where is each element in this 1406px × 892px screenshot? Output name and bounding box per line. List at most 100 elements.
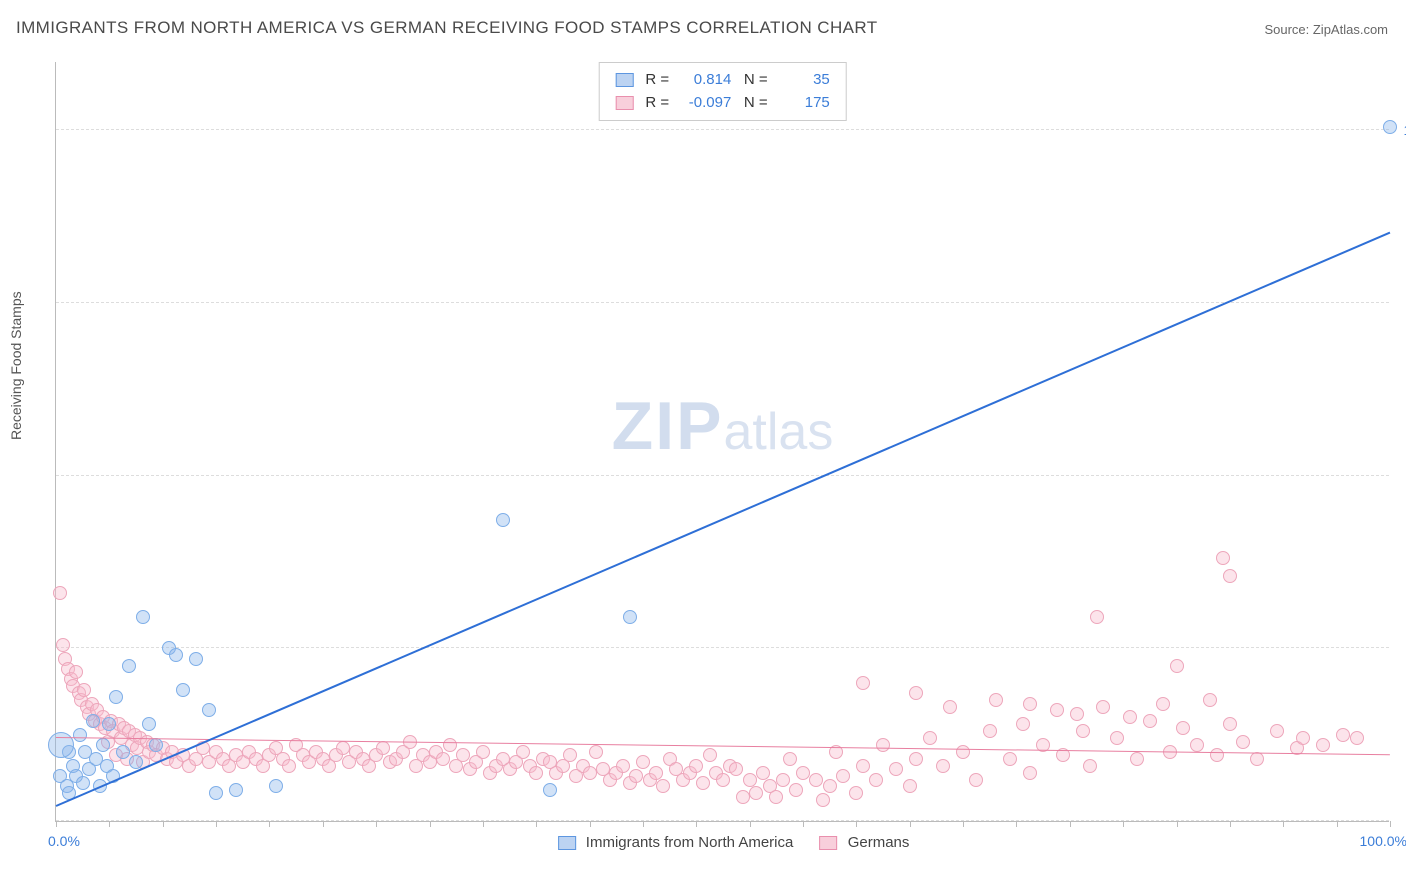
r-value: 0.814 xyxy=(679,69,731,92)
pink-point xyxy=(703,748,717,762)
pink-point xyxy=(1296,731,1310,745)
blue-point xyxy=(136,610,150,624)
x-tick-mark xyxy=(1123,821,1124,827)
legend-stats-row-pink: R = -0.097 N = 175 xyxy=(615,92,830,115)
legend-swatch-pink xyxy=(820,836,838,850)
blue-point xyxy=(86,714,100,728)
pink-point xyxy=(769,790,783,804)
y-tick-label: 25.0% xyxy=(1395,640,1406,656)
pink-point xyxy=(563,748,577,762)
pink-point xyxy=(1223,717,1237,731)
pink-point xyxy=(1090,610,1104,624)
pink-point xyxy=(869,773,883,787)
pink-point xyxy=(936,759,950,773)
pink-point xyxy=(1023,697,1037,711)
x-tick-mark xyxy=(1283,821,1284,827)
pink-point xyxy=(1050,703,1064,717)
pink-point xyxy=(983,724,997,738)
pink-point xyxy=(1203,693,1217,707)
pink-point xyxy=(923,731,937,745)
y-tick-label: 50.0% xyxy=(1395,468,1406,484)
blue-point xyxy=(1383,120,1397,134)
y-tick-label: 75.0% xyxy=(1395,295,1406,311)
pink-point xyxy=(436,752,450,766)
x-tick-mark xyxy=(323,821,324,827)
blue-point xyxy=(209,786,223,800)
gridline xyxy=(56,475,1389,476)
x-tick-mark xyxy=(910,821,911,827)
pink-point xyxy=(77,683,91,697)
pink-point xyxy=(649,766,663,780)
pink-point xyxy=(1143,714,1157,728)
pink-point xyxy=(1250,752,1264,766)
blue-point xyxy=(116,745,130,759)
x-tick-mark xyxy=(1230,821,1231,827)
n-label: N = xyxy=(744,71,768,88)
pink-point xyxy=(1110,731,1124,745)
blue-point xyxy=(189,652,203,666)
pink-point xyxy=(889,762,903,776)
legend-swatch-pink xyxy=(615,96,633,110)
blue-point xyxy=(142,717,156,731)
x-tick-mark xyxy=(750,821,751,827)
pink-point xyxy=(589,745,603,759)
pink-point xyxy=(529,766,543,780)
pink-point xyxy=(583,766,597,780)
x-tick-mark xyxy=(483,821,484,827)
blue-point xyxy=(543,783,557,797)
blue-point xyxy=(496,513,510,527)
r-label: R = xyxy=(645,71,669,88)
blue-point xyxy=(109,690,123,704)
y-tick-label: 0.0% xyxy=(1395,813,1406,829)
n-value: 175 xyxy=(778,92,830,115)
pink-point xyxy=(1170,659,1184,673)
pink-point xyxy=(1076,724,1090,738)
gridline xyxy=(56,647,1389,648)
legend-stats: R = 0.814 N = 35 R = -0.097 N = 175 xyxy=(598,62,847,121)
pink-point xyxy=(1096,700,1110,714)
x-tick-left: 0.0% xyxy=(48,833,80,849)
pink-point xyxy=(696,776,710,790)
blue-point xyxy=(229,783,243,797)
pink-point xyxy=(909,686,923,700)
pink-point xyxy=(743,773,757,787)
pink-point xyxy=(1270,724,1284,738)
pink-point xyxy=(1336,728,1350,742)
pink-point xyxy=(909,752,923,766)
pink-point xyxy=(1016,717,1030,731)
pink-point xyxy=(1070,707,1084,721)
legend-swatch-blue xyxy=(558,836,576,850)
gridline xyxy=(56,302,1389,303)
pink-point xyxy=(856,676,870,690)
pink-point xyxy=(376,741,390,755)
blue-point xyxy=(176,683,190,697)
x-tick-mark xyxy=(163,821,164,827)
pink-point xyxy=(836,769,850,783)
chart-title: IMMIGRANTS FROM NORTH AMERICA VS GERMAN … xyxy=(16,18,878,38)
pink-point xyxy=(1350,731,1364,745)
legend-label-pink: Germans xyxy=(848,834,910,851)
blue-point-large xyxy=(48,732,74,758)
pink-point xyxy=(796,766,810,780)
x-tick-mark xyxy=(56,821,57,827)
chart-page: IMMIGRANTS FROM NORTH AMERICA VS GERMAN … xyxy=(0,0,1406,892)
pink-point xyxy=(903,779,917,793)
pink-point xyxy=(636,755,650,769)
trend-line xyxy=(56,232,1391,807)
legend-swatch-blue xyxy=(615,73,633,87)
pink-point xyxy=(1123,710,1137,724)
pink-point xyxy=(876,738,890,752)
blue-point xyxy=(202,703,216,717)
n-value: 35 xyxy=(778,69,830,92)
x-tick-mark xyxy=(803,821,804,827)
pink-point xyxy=(856,759,870,773)
x-tick-mark xyxy=(963,821,964,827)
x-tick-mark xyxy=(430,821,431,827)
pink-point xyxy=(1130,752,1144,766)
watermark-zip: ZIP xyxy=(612,388,724,464)
pink-point xyxy=(443,738,457,752)
pink-point xyxy=(749,786,763,800)
pink-point xyxy=(1176,721,1190,735)
x-tick-mark xyxy=(109,821,110,827)
x-tick-mark xyxy=(376,821,377,827)
